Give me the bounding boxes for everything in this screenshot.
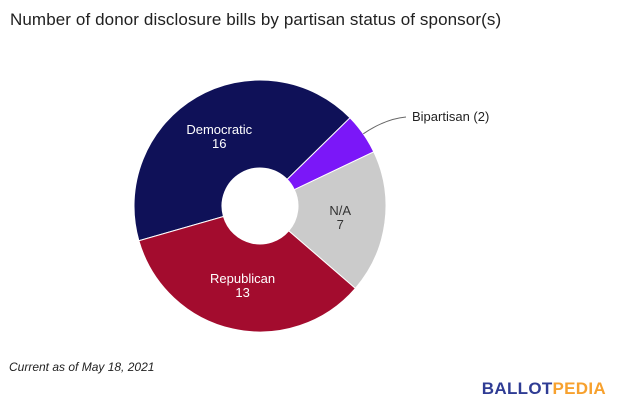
- bipartisan-leader-line: [362, 116, 407, 135]
- logo-text-pedia: PEDIA: [552, 379, 606, 398]
- slice-label-republican: Republican 13: [210, 271, 275, 300]
- slice-republican[interactable]: [138, 215, 356, 333]
- chart-title: Number of donor disclosure bills by part…: [10, 10, 502, 29]
- footnote: Current as of May 18, 2021: [9, 360, 155, 374]
- slice-democratic[interactable]: [133, 79, 351, 242]
- slice-label-bipartisan: Bipartisan (2): [412, 109, 489, 124]
- slice-label-n-a: N/A 7: [329, 203, 351, 232]
- slice-n-a[interactable]: [288, 151, 387, 289]
- logo-text-ballot: BALLOT: [481, 379, 553, 398]
- slice-label-democratic: Democratic 16: [186, 122, 252, 151]
- ballotpedia-logo: BALLOTPEDIA: [482, 379, 606, 399]
